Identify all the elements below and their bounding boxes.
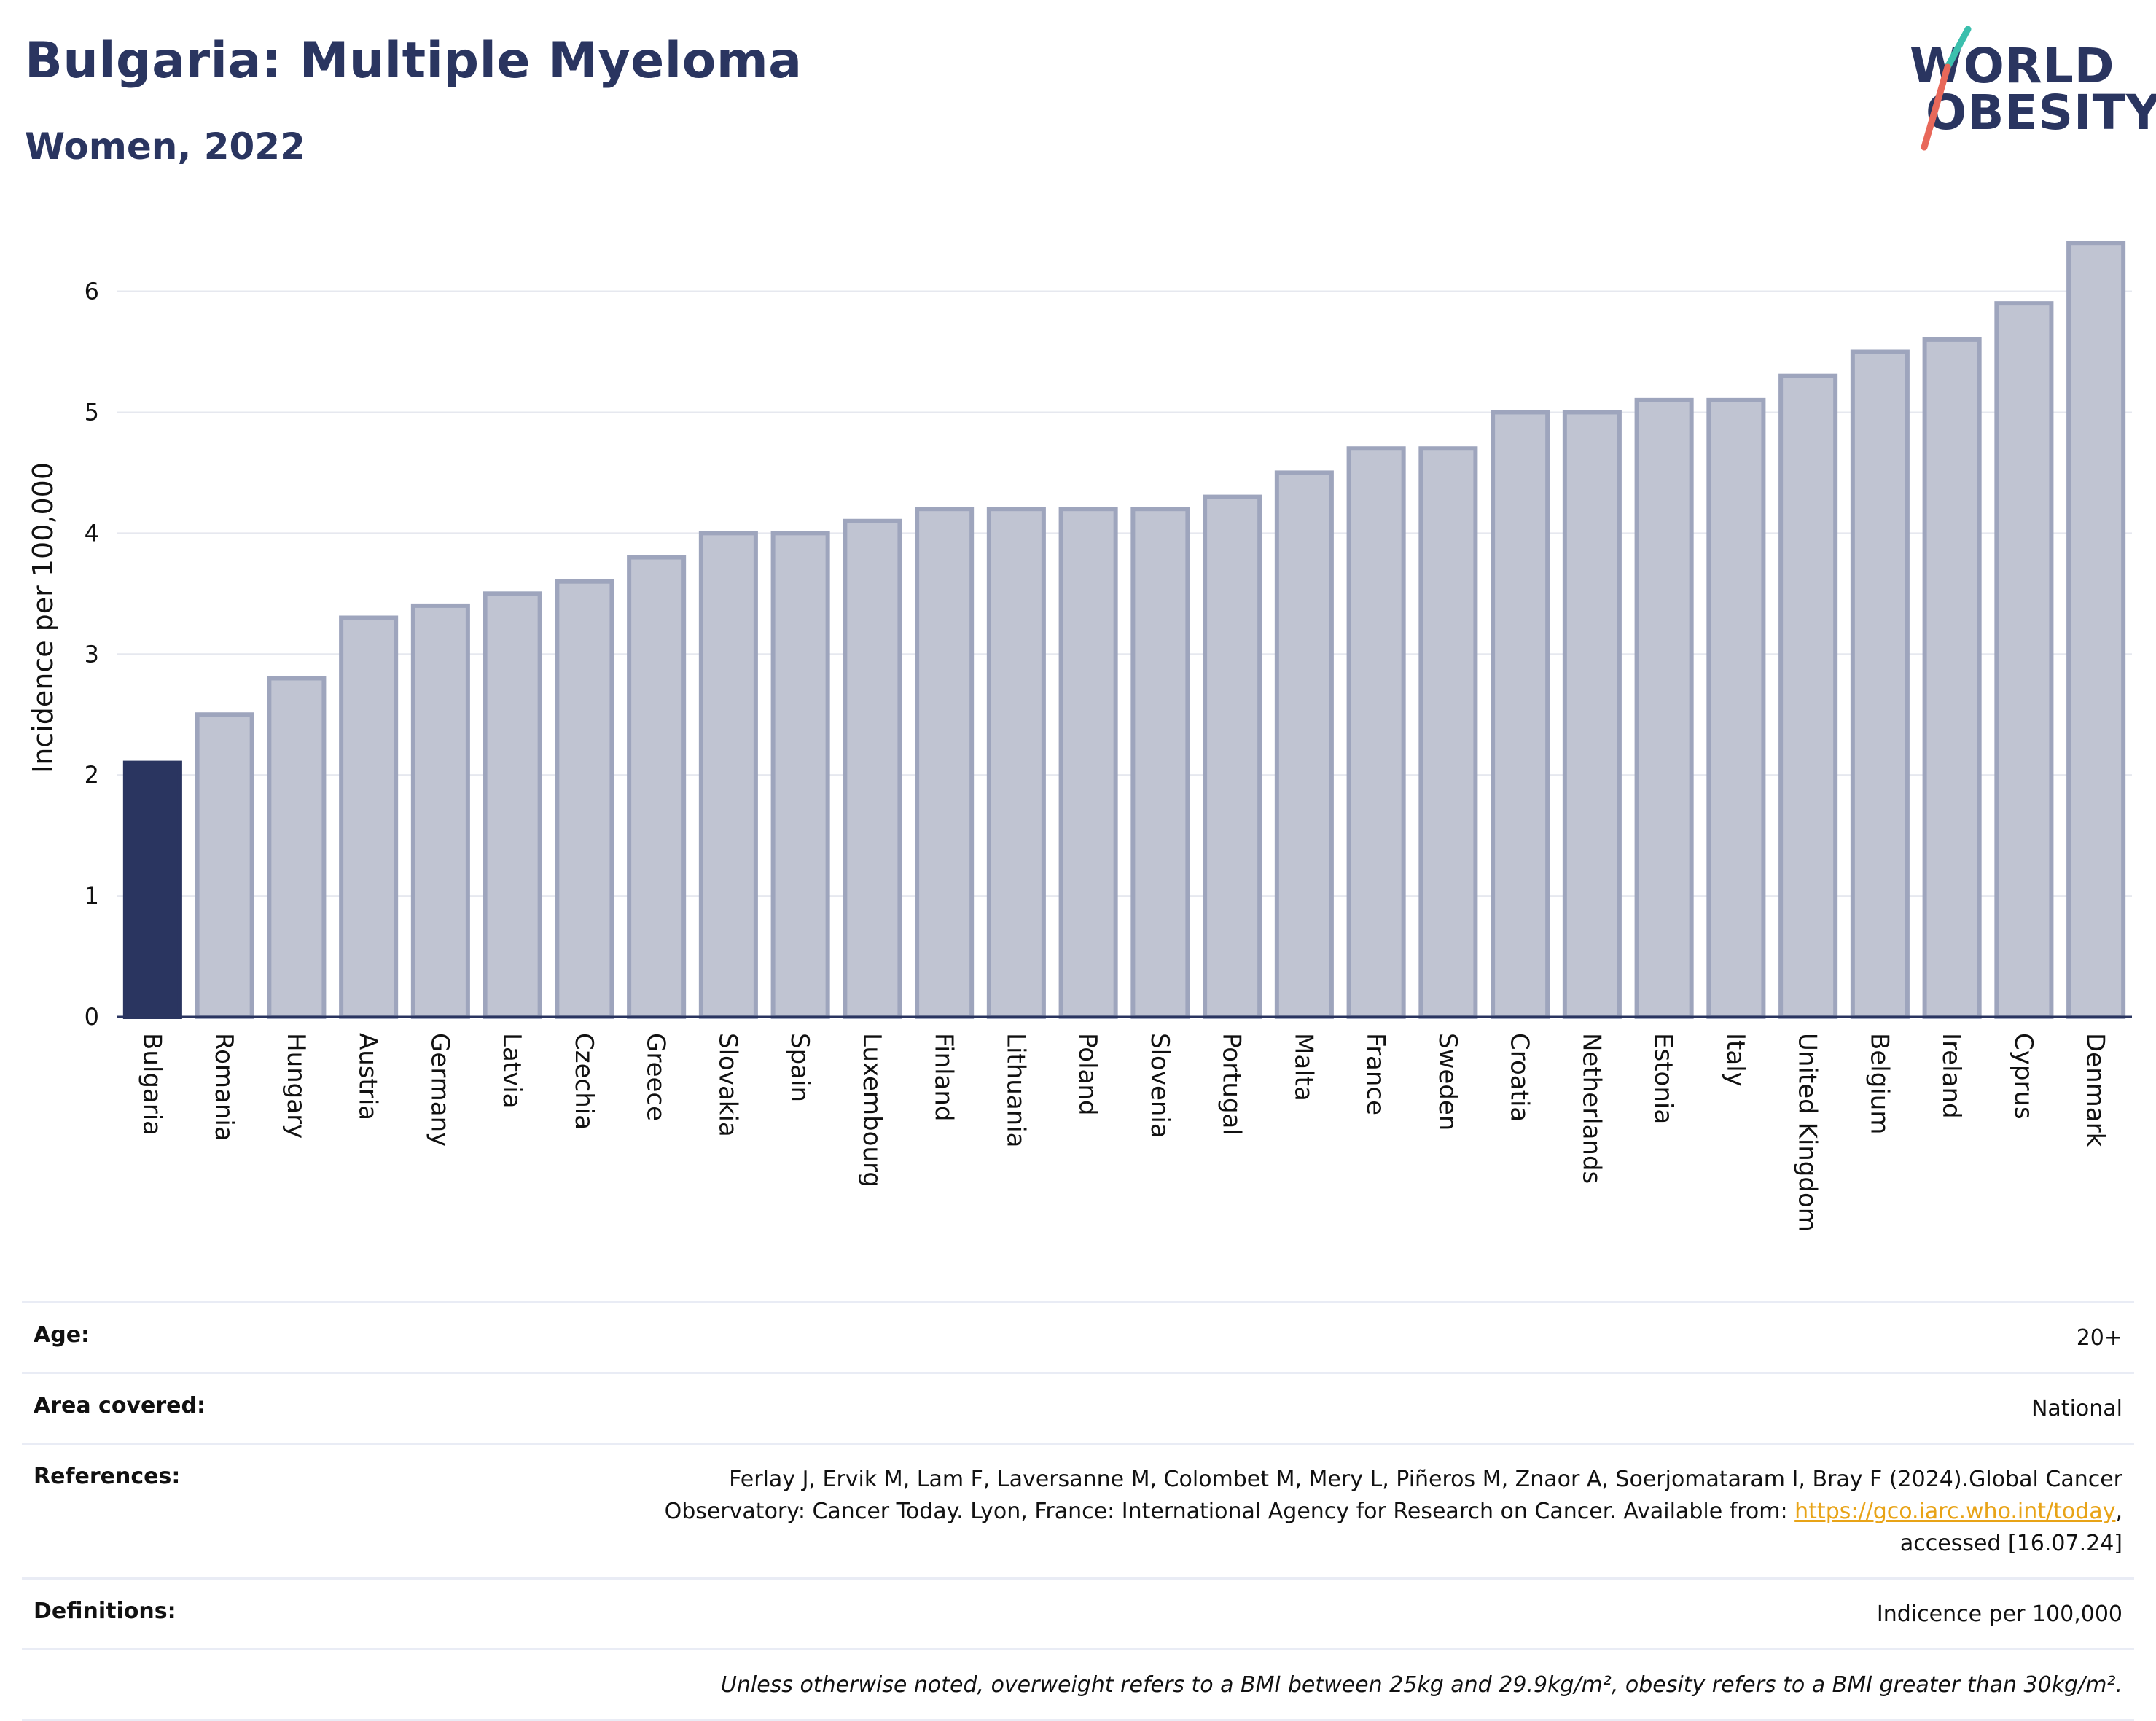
x-tick-label: Malta [1289, 1033, 1318, 1101]
chart-title: Bulgaria: Multiple Myeloma [25, 32, 802, 90]
y-tick-label: 1 [85, 882, 99, 910]
bar [915, 507, 975, 1019]
bar [1346, 446, 1406, 1019]
meta-row-references: References: Ferlay J, Ervik M, Lam F, La… [22, 1443, 2134, 1577]
bar [1994, 301, 2054, 1020]
x-tick-label: Sweden [1433, 1033, 1462, 1131]
x-tick-label: Spain [785, 1033, 814, 1102]
meta-row-area: Area covered: National [22, 1372, 2134, 1443]
x-tick-label: Belgium [1864, 1033, 1894, 1134]
x-tick-label: Czechia [569, 1033, 598, 1130]
bar [627, 555, 687, 1019]
x-tick-label: Germany [425, 1033, 454, 1147]
bar [770, 531, 830, 1019]
y-tick-label: 3 [85, 640, 99, 668]
world-obesity-logo: WORLD OBESITY [1895, 22, 2156, 153]
x-tick-label: France [1361, 1033, 1390, 1115]
references-label: References: [34, 1464, 181, 1489]
x-tick-label: Ireland [1937, 1033, 1966, 1119]
y-tick-label: 4 [85, 519, 99, 547]
bar [483, 591, 542, 1019]
bar [843, 518, 902, 1020]
metadata-table: Age: 20+ Area covered: National Referenc… [22, 1301, 2134, 1721]
x-tick-label: Latvia [497, 1033, 526, 1109]
meta-row-definitions: Definitions: Indicence per 100,000 [22, 1577, 2134, 1648]
age-value: 20+ [2076, 1325, 2122, 1351]
meta-row-note: Unless otherwise noted, overweight refer… [22, 1648, 2134, 1721]
bar [1418, 446, 1478, 1019]
x-tick-label: Croatia [1505, 1033, 1534, 1122]
area-value: National [2031, 1396, 2122, 1421]
x-tick-label: Romania [209, 1033, 238, 1142]
x-tick-label: Austria [354, 1033, 383, 1120]
area-label: Area covered: [34, 1393, 206, 1418]
bar [986, 507, 1046, 1019]
logo-slash-icon [1921, 26, 1972, 151]
meta-row-age: Age: 20+ [22, 1301, 2134, 1372]
y-tick-label: 5 [85, 398, 99, 426]
x-tick-label: Luxembourg [857, 1033, 886, 1187]
bar [1491, 410, 1550, 1020]
x-tick-label: Estonia [1649, 1033, 1678, 1124]
bar [2066, 241, 2126, 1020]
x-tick-label: Cyprus [2009, 1033, 2038, 1120]
x-tick-label: Hungary [281, 1033, 310, 1139]
bar [122, 760, 182, 1019]
references-value: Ferlay J, Ervik M, Lam F, Laversanne M, … [592, 1464, 2122, 1560]
x-tick-label: Finland [929, 1033, 958, 1122]
bar [410, 603, 470, 1019]
bar [1203, 494, 1262, 1020]
bar [1778, 373, 1838, 1019]
reference-accessed: , accessed [16.07.24] [1899, 1499, 2122, 1556]
x-tick-label: United Kingdom [1793, 1033, 1822, 1232]
bmi-note: Unless otherwise noted, overweight refer… [720, 1672, 2122, 1698]
x-tick-label: Portugal [1217, 1033, 1246, 1136]
bar-chart: 0 1 2 3 4 5 6 Incidence per 100,000 Bulgaria Roma… [27, 241, 2132, 1232]
bar [1562, 410, 1622, 1020]
chart-subtitle: Women, 2022 [25, 125, 305, 168]
y-axis-title: Incidence per 100,000 [27, 462, 59, 773]
bar [1850, 349, 1910, 1019]
bar [1274, 470, 1334, 1019]
x-tick-label: Italy [1721, 1033, 1750, 1087]
bar [1922, 337, 1982, 1019]
age-label: Age: [34, 1322, 90, 1348]
bar [1130, 507, 1190, 1019]
x-tick-label: Denmark [2081, 1033, 2110, 1147]
bar [339, 615, 399, 1019]
definitions-value: Indicence per 100,000 [1876, 1601, 2122, 1627]
bar [1706, 397, 1766, 1019]
bar [1634, 397, 1694, 1019]
definitions-label: Definitions: [34, 1599, 176, 1624]
x-tick-label: Bulgaria [137, 1033, 166, 1136]
bar [267, 676, 327, 1019]
y-tick-label: 0 [85, 1003, 99, 1031]
x-tick-label: Greece [641, 1033, 671, 1121]
bar [698, 531, 758, 1019]
x-tick-label: Netherlands [1577, 1033, 1606, 1184]
logo-line-2: OBESITY [1926, 85, 2156, 141]
x-tick-label: Lithuania [1001, 1033, 1030, 1147]
x-tick-label: Poland [1073, 1033, 1102, 1116]
reference-text: Ferlay J, Ervik M, Lam F, Laversanne M, … [664, 1467, 2122, 1524]
bar [555, 579, 614, 1019]
bar [1058, 507, 1118, 1019]
y-tick-label: 2 [85, 761, 99, 789]
reference-link[interactable]: https://gco.iarc.who.int/today [1794, 1499, 2116, 1524]
x-tick-label: Slovakia [713, 1033, 742, 1137]
bar [195, 712, 254, 1020]
y-tick-label: 6 [85, 278, 99, 305]
x-tick-label: Slovenia [1145, 1033, 1174, 1139]
